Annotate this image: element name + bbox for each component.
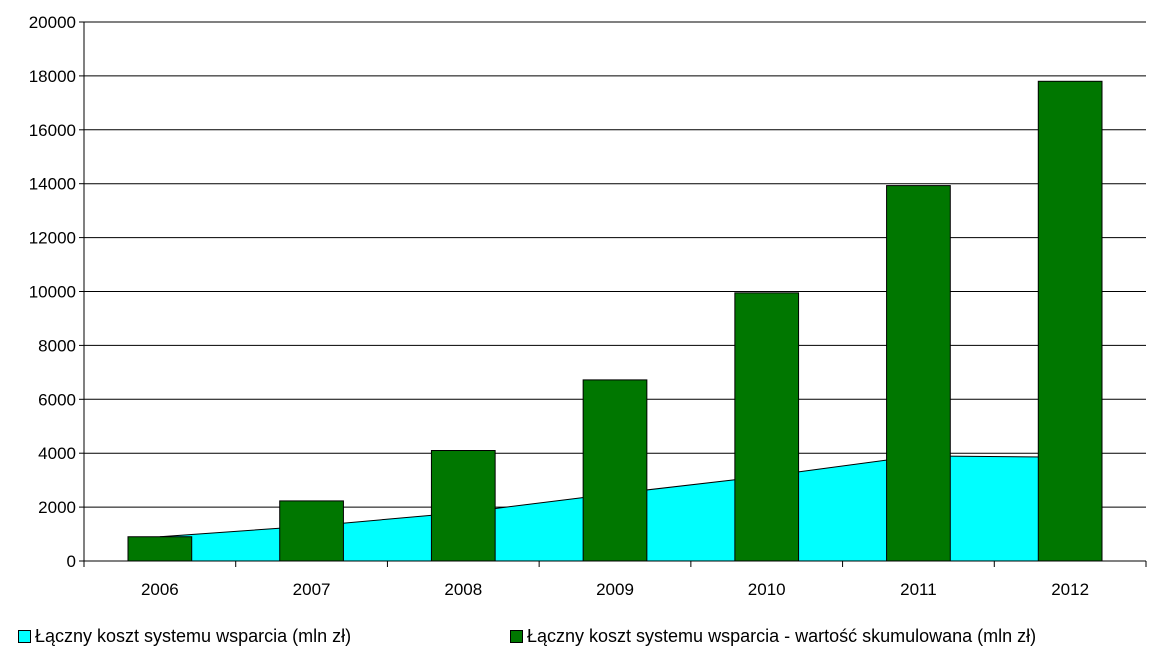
x-tick-label: 2006 <box>141 580 179 599</box>
x-tick-label: 2012 <box>1051 580 1089 599</box>
y-tick-label: 8000 <box>38 336 76 355</box>
x-tick-label: 2009 <box>596 580 634 599</box>
legend-label-area: Łączny koszt systemu wsparcia (mln zł) <box>35 626 352 646</box>
y-tick-label: 2000 <box>38 498 76 517</box>
y-tick-label: 14000 <box>29 175 76 194</box>
bar <box>582 379 648 562</box>
bar <box>430 450 496 562</box>
y-tick-label: 20000 <box>29 13 76 32</box>
legend-item-area: Łączny koszt systemu wsparcia (mln zł) <box>18 626 351 647</box>
legend-label-bars: Łączny koszt systemu wsparcia - wartość … <box>527 626 1037 646</box>
x-tick-label: 2011 <box>900 580 937 599</box>
y-tick-label: 6000 <box>38 390 76 409</box>
x-tick-label: 2008 <box>444 580 482 599</box>
legend-item-bars: Łączny koszt systemu wsparcia - wartość … <box>510 626 1036 647</box>
bar <box>127 536 193 562</box>
y-tick-label: 16000 <box>29 121 76 140</box>
legend-swatch-area <box>18 630 31 643</box>
x-tick-label: 2010 <box>748 580 786 599</box>
y-tick-label: 4000 <box>38 444 76 463</box>
y-tick-label: 10000 <box>29 283 76 302</box>
bar <box>886 185 951 562</box>
bar <box>734 292 800 562</box>
y-tick-label: 12000 <box>29 229 76 248</box>
x-tick-label: 2007 <box>293 580 331 599</box>
legend: Łączny koszt systemu wsparcia (mln zł) Ł… <box>18 626 1148 648</box>
bar <box>1037 80 1103 562</box>
legend-swatch-bars <box>510 630 523 643</box>
bar <box>279 500 344 562</box>
y-tick-label: 18000 <box>29 67 76 86</box>
y-tick-label: 0 <box>67 552 76 571</box>
chart-plot: 0 2000 4000 6000 8000 10000 12000 14000 16000 180… <box>29 13 1147 599</box>
